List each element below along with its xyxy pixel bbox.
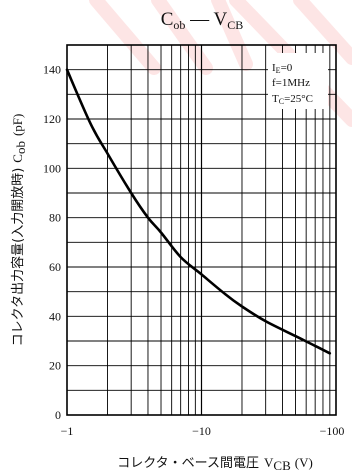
y-tick-label: 120 [43, 112, 61, 126]
y-tick-label: 40 [49, 309, 61, 323]
watermark-stroke-4 [293, 0, 352, 65]
y-tick-label: 80 [49, 211, 61, 225]
y-tick-label: 100 [43, 161, 61, 175]
chart-title: Cob — VCB [161, 9, 244, 32]
y-axis-label-jp: コレクタ出力容量(入力開放時) [10, 168, 26, 347]
x-tick-label: −1 [61, 424, 74, 438]
test-conditions: IE=0 f=1MHz TC=25°C [268, 53, 328, 109]
condition-tc: TC=25°C [272, 93, 313, 106]
chart-title-text: Cob — VCB [161, 9, 244, 32]
title-var-sub: CB [227, 18, 243, 32]
condition-ie: IE=0 [272, 62, 293, 75]
x-tick-labels: −1 −10 −100 [61, 424, 345, 438]
title-var: V [214, 9, 228, 30]
y-tick-label: 0 [55, 408, 61, 422]
series-line [65, 68, 332, 355]
x-axis-label: コレクタ・ベース間電圧 VCB (V) [117, 455, 313, 473]
y-tick-label: 140 [43, 63, 61, 77]
conditions-box [268, 53, 328, 109]
x-tick-label: −10 [192, 424, 211, 438]
title-sep: — [185, 9, 213, 30]
y-tick-label: 20 [49, 359, 61, 373]
x-axis-var-sub: CB [273, 458, 291, 473]
y-axis-label: コレクタ出力容量(入力開放時) Cob (pF) [10, 114, 28, 347]
x-axis-label-jp: コレクタ・ベース間電圧 [117, 456, 259, 471]
series-group [65, 68, 332, 355]
y-axis-var-sub: ob [13, 141, 28, 154]
condition-f: f=1MHz [272, 77, 310, 89]
x-tick-label: −100 [320, 424, 345, 438]
title-main-sub: ob [173, 18, 185, 32]
watermark-stroke-0 [89, 0, 161, 75]
x-axis-var: V [264, 455, 274, 470]
title-main: C [161, 9, 174, 30]
y-tick-label: 60 [49, 260, 61, 274]
y-axis-var: C [10, 154, 25, 163]
x-axis-unit: (V) [295, 455, 313, 470]
watermark-stroke-2 [211, 0, 253, 71]
y-axis-unit: (pF) [10, 114, 25, 136]
grid [67, 45, 336, 415]
watermark-stroke-1 [151, 0, 213, 75]
y-tick-labels: 0 20 40 60 80 100 120 140 [43, 63, 61, 422]
plot-frame [66, 44, 337, 416]
